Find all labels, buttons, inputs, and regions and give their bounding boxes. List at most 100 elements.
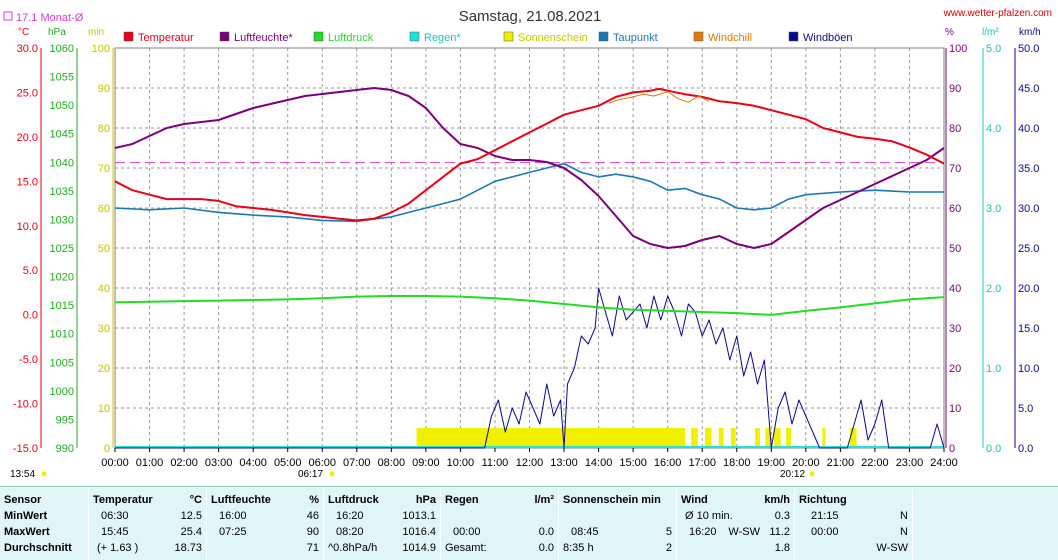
- col-richtung: Richtung 21:15 N 00:00 N W-SW: [795, 487, 913, 560]
- pressure-tick-label: 1060: [50, 43, 74, 55]
- hum-max-time: 07:25: [219, 526, 247, 538]
- sun-total-hours: 8:35 h: [563, 542, 594, 554]
- legend-swatch: [503, 31, 514, 42]
- x-tick-label: 10:00: [447, 457, 475, 469]
- moonrise-icon: [41, 471, 47, 477]
- dir-avg-val: W-SW: [876, 542, 908, 554]
- sun-tick-label: 20: [98, 363, 110, 375]
- hdr-temperatur: Temperatur: [93, 494, 153, 506]
- pressure-tick-label: 1030: [50, 214, 74, 226]
- unit-pressure: hPa: [48, 27, 66, 38]
- rain-tick-label: 4.0: [986, 123, 1001, 135]
- dir-max-val: N: [900, 526, 908, 538]
- pressure-tick-label: 1035: [50, 186, 74, 198]
- x-tick-label: 08:00: [378, 457, 406, 469]
- hdr-sensor: Sensor: [4, 494, 42, 506]
- x-tick-label: 20:00: [792, 457, 820, 469]
- col-regen: Regen l/m² 00:00 0.0 Gesamt: 0.0: [441, 487, 559, 560]
- monthly-avg-icon: [3, 11, 13, 21]
- dir-min-val: N: [900, 510, 908, 522]
- legend-label: Windböen: [803, 32, 853, 44]
- hum-avg-val: 71: [306, 542, 319, 554]
- wind-tick-label: 20.0: [1018, 283, 1039, 295]
- legend-label: Taupunkt: [613, 32, 658, 44]
- x-tick-label: 04:00: [239, 457, 267, 469]
- x-tick-label: 23:00: [896, 457, 924, 469]
- pressure-tick-label: 1050: [50, 100, 74, 112]
- temp-tick-label: -5.0: [19, 354, 38, 366]
- col-luftdruck: Luftdruck hPa 16:20 1013.1 08:20 1016.4 ^0…: [324, 487, 441, 560]
- weather-chart: 30.0 25.0 20.0 15.0 10.0 5.0 0.0 -5.0 -10.0 -15.0…: [3, 8, 1052, 480]
- rain-tick-label: 3.0: [986, 203, 1001, 215]
- sun-tick-label: 30: [98, 323, 110, 335]
- sunrise-label: 06:17: [298, 469, 323, 480]
- x-tick-label: 03:00: [205, 457, 233, 469]
- press-max-time: 08:20: [336, 526, 364, 538]
- press-min-val: 1013.1: [402, 510, 436, 522]
- col-luftfeuchte: Luftfeuchte % 16:00 46 07:25 90 71: [207, 487, 324, 560]
- x-tick-label: 02:00: [170, 457, 198, 469]
- x-tick-label: 21:00: [827, 457, 855, 469]
- legend: Temperatur Luftfeuchte* Luftdruck Regen* Son…: [123, 31, 853, 44]
- wind-max-time: 16:20: [689, 526, 717, 538]
- temp-tick-label: 20.0: [17, 132, 38, 144]
- series-line-windchill: [608, 91, 710, 104]
- col-temperatur: Temperatur °C 06:30 12.5 15:45 25.4 (+ 1.6…: [89, 487, 207, 560]
- col-wind: Wind km/h Ø 10 min. 0.3 16:20 W-SW 11.2 1.8: [677, 487, 795, 560]
- humidity-tick-label: 80: [949, 123, 961, 135]
- rain-max-time: 00:00: [453, 526, 481, 538]
- wind-max-val: 11.2: [769, 526, 790, 538]
- legend-label: Sonnenschein: [518, 32, 588, 44]
- legend-label: Luftdruck: [328, 32, 374, 44]
- temp-tick-label: -15.0: [13, 443, 38, 455]
- humidity-tick-label: 50: [949, 243, 961, 255]
- humidity-tick-label: 70: [949, 163, 961, 175]
- row-label-max: MaxWert: [4, 526, 50, 538]
- site-link[interactable]: www.wetter-pfalzen.com: [943, 8, 1052, 19]
- hdr-luftdruck-unit: hPa: [415, 494, 436, 506]
- sun-tick-label: 90: [98, 83, 110, 95]
- rain-tick-label: 2.0: [986, 283, 1001, 295]
- x-tick-label: 14:00: [585, 457, 613, 469]
- unit-humidity: %: [945, 27, 954, 38]
- hum-min-time: 16:00: [219, 510, 247, 522]
- series-line-temperatur: [114, 87, 945, 222]
- humidity-tick-label: 30: [949, 323, 961, 335]
- unit-sun: min: [88, 27, 104, 38]
- temp-min-time: 06:30: [101, 510, 129, 522]
- humidity-tick-label: 60: [949, 203, 961, 215]
- humidity-tick-label: 20: [949, 363, 961, 375]
- series-lines: [114, 87, 945, 449]
- sunrise-icon: [329, 471, 335, 477]
- wind-min-val: 0.3: [774, 510, 790, 522]
- rain-max-val: 0.0: [538, 526, 554, 538]
- temp-tick-label: 25.0: [17, 87, 38, 99]
- x-tick-label: 15:00: [619, 457, 647, 469]
- wind-tick-label: 15.0: [1018, 323, 1039, 335]
- pressure-tick-label: 1045: [50, 129, 74, 141]
- chart-title: Samstag, 21.08.2021: [459, 8, 602, 25]
- hdr-sonnenschein: Sonnenschein min: [563, 494, 661, 506]
- moonrise-label: 13:54: [10, 469, 35, 480]
- legend-label: Regen*: [424, 32, 461, 44]
- series-line-luftdruck: [114, 295, 945, 316]
- temp-tick-label: 10.0: [17, 221, 38, 233]
- pressure-tick-label: 1055: [50, 72, 74, 84]
- wind-tick-label: 10.0: [1018, 363, 1039, 375]
- series-line-luftfeuchte: [114, 87, 945, 249]
- sun-tick-label: 0: [104, 443, 110, 455]
- legend-swatch: [409, 31, 420, 42]
- humidity-tick-label: 10: [949, 403, 961, 415]
- hdr-richtung: Richtung: [799, 494, 847, 506]
- sun-tick-label: 100: [92, 43, 110, 55]
- hdr-wind: Wind: [681, 494, 708, 506]
- temp-tick-label: -10.0: [13, 399, 38, 411]
- hdr-luftdruck: Luftdruck: [328, 494, 379, 506]
- wind-tick-label: 5.0: [1018, 403, 1033, 415]
- hdr-regen: Regen: [445, 494, 479, 506]
- sunset-icon: [809, 471, 815, 477]
- pressure-tick-label: 1015: [50, 300, 74, 312]
- x-tick-label: 11:00: [482, 457, 509, 469]
- wind-max-dir: W-SW: [728, 526, 760, 538]
